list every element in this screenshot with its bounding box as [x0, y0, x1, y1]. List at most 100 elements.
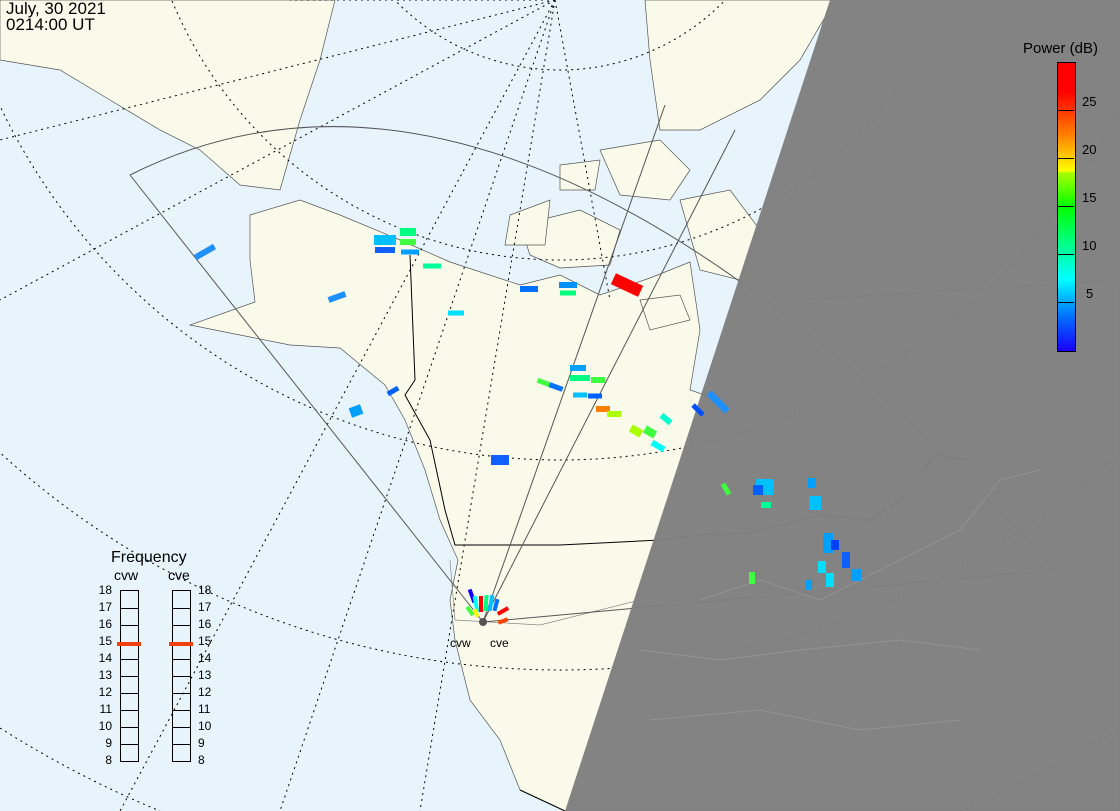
arctic-island [599, 139, 691, 201]
scatter-echo [831, 540, 839, 550]
scatter-echo [749, 572, 755, 584]
scatter-echo [573, 392, 587, 398]
frequency-title: Frequency [111, 549, 187, 566]
scatter-echo [401, 249, 419, 255]
time-label: 0214:00 UT [6, 15, 95, 34]
frequency-cell [121, 710, 138, 711]
scatter-echo [348, 404, 364, 418]
scatter-echo [851, 569, 861, 581]
scatter-echo [591, 377, 605, 383]
scatter-echo [487, 594, 495, 612]
scatter-echo [496, 606, 510, 616]
scatter-echo [483, 594, 489, 612]
frequency-scale-label: 9 [105, 736, 112, 750]
frequency-scale-label: 10 [98, 719, 112, 733]
frequency-scale-label: 14 [198, 651, 212, 665]
colorbar-tick-label: 10 [1082, 238, 1097, 253]
scatter-echo [808, 478, 816, 488]
scatter-echo [570, 365, 586, 371]
frequency-cell [173, 625, 190, 626]
scatter-echo [642, 425, 658, 439]
colorbar-tick-label: 5 [1086, 286, 1094, 301]
frequency-scale-label: 10 [198, 719, 212, 733]
scatter-echo [596, 406, 610, 412]
frequency-cell [173, 693, 190, 694]
scatter-echo [823, 533, 833, 553]
frequency-legend: Frequency cvw cve 18 17 16 15 14 13 12 11 10 9 8 18… [80, 548, 230, 773]
colorbar-tick-label: 15 [1082, 190, 1097, 205]
scatter-echo [327, 291, 347, 303]
scatter-echo [386, 385, 400, 397]
scatter-echo [570, 375, 590, 381]
frequency-scale-label: 15 [198, 634, 212, 648]
scatter-echo [659, 412, 673, 426]
scatter-echo [761, 502, 771, 508]
frequency-cell [121, 608, 138, 609]
siberia-land [0, 0, 336, 191]
frequency-scale-label: 11 [99, 702, 112, 716]
scatter-echo [448, 310, 464, 316]
frequency-cell [173, 744, 190, 745]
site-label-cve: cve [490, 636, 509, 650]
scatter-echo [826, 573, 834, 587]
colorbar-title: Power (dB) [1023, 40, 1099, 57]
arctic-island [559, 159, 601, 191]
scatter-echo [548, 382, 564, 392]
scatter-echo [465, 605, 475, 617]
frequency-scale-label: 17 [198, 600, 212, 614]
frequency-cell [121, 659, 138, 660]
scatter-echo [753, 485, 763, 495]
frequency-cell [121, 676, 138, 677]
scatter-echo [472, 608, 480, 618]
scatter-echo [479, 596, 483, 612]
scatter-echo [560, 290, 576, 296]
frequency-scale-label: 18 [98, 583, 112, 597]
frequency-scale-label: 12 [198, 685, 212, 699]
scatter-echo [375, 247, 395, 253]
frequency-cell [121, 727, 138, 728]
frequency-cell [121, 625, 138, 626]
frequency-marker-cvw [117, 641, 141, 646]
scatter-echo [607, 411, 621, 417]
frequency-scale-label: 15 [98, 634, 112, 648]
frequency-scale-label: 8 [198, 753, 205, 767]
colorbar-tick-label: 25 [1082, 94, 1097, 109]
scatter-echo [806, 580, 812, 590]
frequency-cell [173, 659, 190, 660]
scatter-echo [706, 390, 730, 414]
frequency-cell [121, 744, 138, 745]
frequency-scale-label: 13 [198, 668, 212, 682]
frequency-column-cvw [120, 590, 139, 762]
frequency-cell [173, 727, 190, 728]
frequency-scale-label: 16 [198, 617, 212, 631]
colorbar-tick [1057, 254, 1074, 255]
scatter-echo [720, 482, 732, 496]
frequency-scale-label: 11 [198, 702, 211, 716]
scatter-echo [559, 282, 577, 288]
scatter-echo [588, 393, 602, 399]
scatter-echo [491, 455, 509, 465]
night-terminator-shading [565, 0, 1120, 811]
frequency-cell [173, 676, 190, 677]
scatter-echo [400, 239, 416, 245]
frequency-scale-label: 18 [198, 583, 212, 597]
frequency-cell [173, 710, 190, 711]
site-label-cvw: cvw [450, 636, 471, 650]
scatter-echo [842, 552, 850, 568]
frequency-marker-cve [169, 641, 193, 646]
scatter-echo [818, 561, 826, 573]
scatter-echo [497, 617, 509, 625]
scatter-echo [472, 595, 480, 613]
frequency-column-cve [172, 590, 191, 762]
date-label: July, 30 2021 [6, 0, 106, 18]
scatter-echo [520, 286, 538, 292]
colorbar-gradient [1057, 62, 1076, 352]
scatter-echo [400, 228, 416, 236]
frequency-scale-label: 12 [98, 685, 112, 699]
scatter-echoes [193, 228, 861, 625]
scatter-echo [423, 263, 441, 269]
scatter-echo [492, 598, 500, 612]
frequency-scale-label: 9 [198, 736, 205, 750]
frequency-scale-label: 17 [98, 600, 112, 614]
